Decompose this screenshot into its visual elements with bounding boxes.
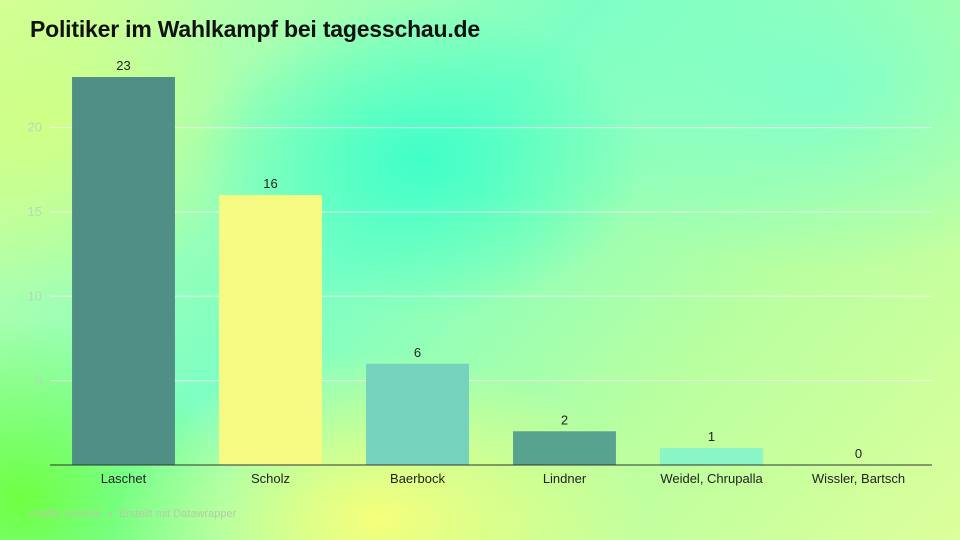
y-tick-label: 5 — [35, 373, 42, 388]
bar-weidel-chrupalla[interactable] — [660, 448, 763, 465]
category-label: Lindner — [543, 471, 587, 486]
footer-graphic-prefix: Grafik: — [30, 508, 63, 520]
category-label: Laschet — [101, 471, 147, 486]
value-label: 2 — [561, 412, 568, 427]
bar-scholz[interactable] — [219, 195, 322, 465]
chart-footer: Grafik: azernis • Erstellt mit Datawrapp… — [30, 508, 236, 520]
bar-laschet[interactable] — [72, 77, 175, 465]
footer-author[interactable]: azernis — [65, 508, 101, 520]
value-label: 0 — [855, 446, 862, 461]
y-tick-label: 20 — [28, 120, 42, 135]
bars — [72, 77, 763, 465]
bar-baerbock[interactable] — [366, 363, 469, 465]
value-labels: 23 16 6 2 1 0 — [116, 58, 862, 461]
value-label: 6 — [414, 345, 421, 360]
y-tick-label: 15 — [28, 204, 42, 219]
footer-separator: • — [108, 508, 112, 520]
category-label: Scholz — [251, 471, 290, 486]
y-axis-ticks: 5 10 15 20 — [28, 120, 42, 388]
chart-title: Politiker im Wahlkampf bei tagesschau.de — [30, 16, 481, 42]
bar-lindner[interactable] — [513, 431, 616, 465]
value-label: 1 — [708, 429, 715, 444]
category-label: Weidel, Chrupalla — [660, 471, 763, 486]
gridlines — [50, 127, 932, 382]
value-label: 23 — [116, 58, 130, 73]
value-label: 16 — [263, 176, 277, 191]
category-label: Baerbock — [390, 471, 445, 486]
category-label: Wissler, Bartsch — [812, 471, 905, 486]
y-tick-label: 10 — [28, 288, 42, 303]
category-labels: Laschet Scholz Baerbock Lindner Weidel, Chru… — [101, 471, 905, 486]
footer-made-with[interactable]: Erstellt mit Datawrapper — [118, 508, 237, 520]
